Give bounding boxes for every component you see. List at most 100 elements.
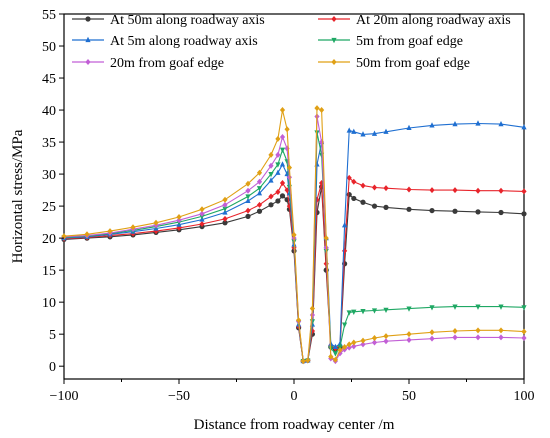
data-point: [371, 339, 378, 346]
data-point: [360, 182, 366, 189]
data-point: [309, 327, 315, 334]
data-point: [429, 305, 435, 311]
x-tick-label: −100: [50, 389, 79, 404]
data-point: [256, 178, 263, 185]
data-point: [371, 335, 378, 342]
data-point: [371, 203, 378, 209]
legend-label: 5m from goaf edge: [356, 34, 463, 49]
y-tick-label: 55: [42, 8, 56, 23]
data-point: [383, 185, 389, 192]
legend-swatch-marker: [85, 36, 91, 43]
data-point: [351, 309, 357, 315]
data-point: [245, 180, 251, 187]
data-point: [222, 196, 228, 203]
data-point: [498, 334, 504, 341]
data-point: [406, 336, 412, 343]
data-point: [279, 193, 286, 199]
data-point: [452, 208, 458, 214]
data-point: [279, 107, 286, 114]
y-tick-label: 0: [49, 360, 56, 375]
data-point: [286, 164, 292, 171]
legend-label: 50m from goaf edge: [356, 56, 470, 71]
data-point: [314, 105, 320, 112]
data-point: [309, 311, 315, 318]
data-point: [475, 187, 481, 194]
legend-item: At 50m along roadway axis: [72, 13, 265, 28]
data-point: [107, 228, 113, 235]
data-point: [360, 337, 366, 344]
data-point: [475, 209, 481, 215]
data-point: [371, 308, 378, 314]
data-point: [245, 187, 251, 194]
data-point: [383, 128, 389, 134]
data-point: [351, 178, 357, 185]
data-point: [300, 358, 306, 365]
x-tick-label: 50: [402, 389, 416, 404]
data-point: [521, 335, 527, 342]
data-point: [498, 327, 504, 334]
data-point: [429, 335, 435, 342]
axis-layer: −100 −50 0 50 100 0 5 10 15 20 25 30 35 40 45 50 55: [42, 8, 535, 404]
data-point: [521, 211, 527, 217]
data-point: [256, 201, 263, 208]
y-tick-label: 40: [42, 104, 56, 119]
legend-item: 5m from goaf edge: [318, 34, 463, 49]
data-point: [279, 133, 286, 140]
data-point: [309, 305, 315, 312]
data-point: [291, 231, 297, 238]
x-tick-label: 100: [514, 389, 535, 404]
data-point: [222, 209, 228, 215]
legend-item: At 5m along roadway axis: [72, 34, 258, 49]
data-point: [268, 172, 274, 178]
data-point: [351, 343, 357, 350]
data-point: [284, 187, 290, 194]
data-point: [222, 220, 228, 226]
y-tick-label: 45: [42, 72, 56, 87]
x-tick-label: 0: [291, 389, 298, 404]
legend: At 50m along roadway axis At 20m along ro…: [72, 13, 511, 71]
data-point: [268, 202, 274, 208]
data-point: [342, 247, 348, 254]
data-point: [332, 343, 338, 350]
data-point: [284, 126, 290, 133]
data-point: [521, 188, 527, 195]
legend-item: 20m from goaf edge: [72, 56, 224, 71]
data-point: [130, 224, 136, 231]
data-point: [176, 217, 182, 224]
series-layer: [61, 105, 527, 365]
data-point: [319, 139, 325, 146]
data-point: [268, 162, 274, 169]
y-tick-label: 50: [42, 40, 56, 55]
data-point: [268, 193, 274, 200]
data-point: [406, 206, 412, 212]
y-tick-label: 10: [42, 296, 56, 311]
data-point: [199, 210, 205, 217]
data-point: [319, 180, 325, 187]
data-point: [305, 357, 311, 364]
legend-label: At 50m along roadway axis: [110, 13, 265, 28]
y-tick-label: 20: [42, 232, 56, 247]
legend-item: 50m from goaf edge: [318, 56, 470, 71]
data-point: [452, 187, 458, 194]
data-point: [475, 327, 481, 334]
data-point: [275, 151, 281, 158]
legend-swatch-marker: [85, 16, 91, 22]
data-point: [498, 187, 504, 194]
data-point: [342, 343, 348, 350]
y-tick-label: 15: [42, 264, 56, 279]
legend-label: At 20m along roadway axis: [356, 13, 511, 28]
legend-swatch-marker: [331, 59, 337, 65]
legend-swatch-marker: [331, 37, 337, 44]
data-point: [498, 120, 504, 127]
legend-label: At 5m along roadway axis: [110, 34, 258, 49]
data-point: [222, 215, 228, 222]
data-point: [360, 341, 366, 348]
data-point: [346, 344, 352, 351]
legend-swatch-marker: [85, 59, 91, 65]
data-point: [452, 334, 458, 341]
data-point: [521, 328, 527, 335]
data-point: [452, 120, 458, 127]
x-axis-title: Distance from roadway center /m: [194, 417, 395, 433]
data-point: [406, 124, 412, 131]
